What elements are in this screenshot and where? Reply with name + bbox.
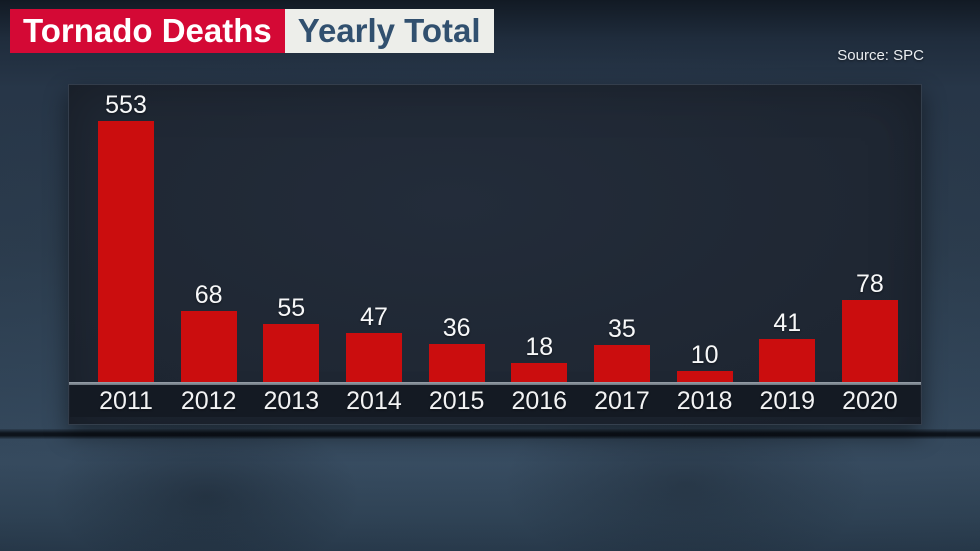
bar — [263, 324, 320, 382]
bar-value-label: 35 — [608, 315, 636, 343]
bar-value-label: 68 — [194, 281, 223, 309]
bar-value-label: 18 — [525, 333, 554, 361]
bars-row: 553 68 55 47 36 18 35 10 41 78 — [98, 93, 898, 382]
bar-value-label: 47 — [360, 303, 388, 331]
x-tick-label: 2017 — [594, 386, 650, 415]
x-tick-label: 2020 — [842, 386, 898, 415]
x-tick-label: 2011 — [99, 386, 153, 415]
bar-group-2020: 78 — [841, 270, 898, 382]
bar-group-2012: 68 — [180, 281, 237, 382]
bar — [676, 371, 733, 382]
bar — [98, 121, 154, 382]
bar — [345, 333, 402, 382]
bar-group-2019: 41 — [759, 309, 816, 382]
bar-group-2018: 10 — [676, 341, 733, 382]
bar — [428, 344, 485, 382]
bar-group-2017: 35 — [593, 315, 650, 382]
x-tick-cell-2020: 2020 — [842, 387, 898, 416]
bar-value-label: 55 — [277, 294, 306, 322]
bar-group-2016: 18 — [511, 333, 568, 382]
x-tick-label: 2013 — [263, 386, 320, 415]
x-axis-baseline — [69, 382, 921, 385]
x-tick-label: 2019 — [759, 386, 816, 415]
x-tick-cell-2013: 2013 — [263, 386, 320, 416]
x-axis-ticks-row: 2011 2012 2013 2014 2015 2016 2017 2018 2019 2020 — [98, 385, 898, 417]
x-tick-label: 2015 — [428, 386, 485, 415]
title-bar: Tornado Deaths Yearly Total — [10, 9, 494, 53]
x-tick-cell-2015: 2015 — [429, 387, 485, 416]
bar-value-label: 36 — [442, 314, 471, 342]
x-tick-cell-2019: 2019 — [759, 387, 815, 416]
bar-group-2011: 553 — [98, 93, 154, 382]
bar-group-2013: 55 — [263, 294, 320, 382]
bar-value-label: 78 — [856, 270, 884, 298]
x-tick-cell-2011: 2011 — [98, 387, 154, 416]
bar — [593, 345, 650, 382]
x-tick-label: 2018 — [676, 386, 733, 415]
x-tick-cell-2018: 2018 — [677, 387, 733, 416]
x-tick-label: 2014 — [346, 386, 402, 415]
bar — [180, 311, 237, 382]
bar — [841, 300, 898, 382]
bar-group-2014: 47 — [345, 303, 402, 382]
source-attribution: Source: SPC — [837, 47, 924, 64]
title-primary-chip: Tornado Deaths — [10, 9, 285, 53]
bar-value-label: 553 — [105, 91, 147, 119]
x-axis-band: 2011 2012 2013 2014 2015 2016 2017 2018 2019 2020 — [70, 385, 920, 417]
bar-chart-panel: 553 68 55 47 36 18 35 10 41 78 2011 2012 2013 2014 20… — [68, 84, 922, 425]
x-tick-label: 2012 — [180, 386, 237, 415]
x-tick-cell-2014: 2014 — [346, 387, 402, 416]
title-secondary-chip: Yearly Total — [284, 9, 494, 53]
x-tick-label: 2016 — [511, 386, 568, 415]
x-tick-cell-2017: 2017 — [594, 387, 650, 416]
x-tick-cell-2016: 2016 — [511, 387, 567, 416]
bar-value-label: 10 — [690, 341, 719, 369]
bar-group-2015: 36 — [428, 314, 485, 382]
background-ledge-shadow — [0, 429, 980, 439]
bar — [759, 339, 816, 382]
bar — [511, 363, 568, 382]
bar-value-label: 41 — [773, 309, 802, 337]
x-tick-cell-2012: 2012 — [181, 387, 237, 416]
